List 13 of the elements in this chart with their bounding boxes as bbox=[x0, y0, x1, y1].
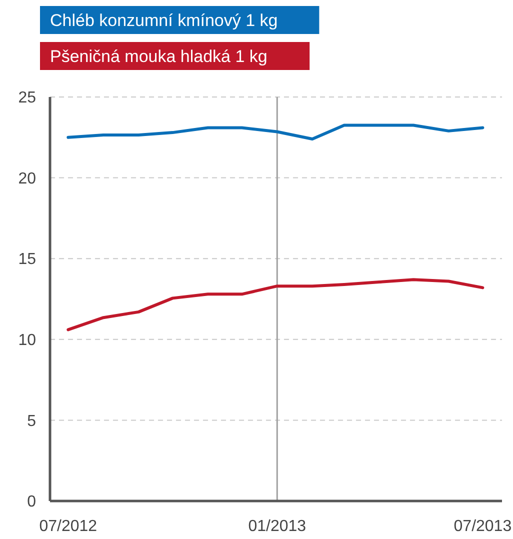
line-series bbox=[66, 278, 484, 332]
line-series bbox=[66, 124, 484, 141]
y-tick-label: 10 bbox=[18, 332, 36, 349]
x-tick-label: 07/2013 bbox=[454, 518, 512, 535]
text: Chléb konzumní kmínový 1 kg bbox=[50, 11, 278, 30]
y-tick-label: 5 bbox=[27, 412, 36, 430]
text: Pšeničná mouka hladká 1 kg bbox=[50, 47, 268, 66]
y-tick-label: 25 bbox=[18, 90, 36, 107]
y-tick-label: 15 bbox=[18, 251, 36, 268]
y-tick-label: 20 bbox=[18, 170, 36, 188]
x-tick-label: 01/2013 bbox=[248, 518, 306, 535]
y-tick-label: 0 bbox=[27, 494, 36, 511]
x-tick-label: 07/2012 bbox=[39, 518, 98, 535]
